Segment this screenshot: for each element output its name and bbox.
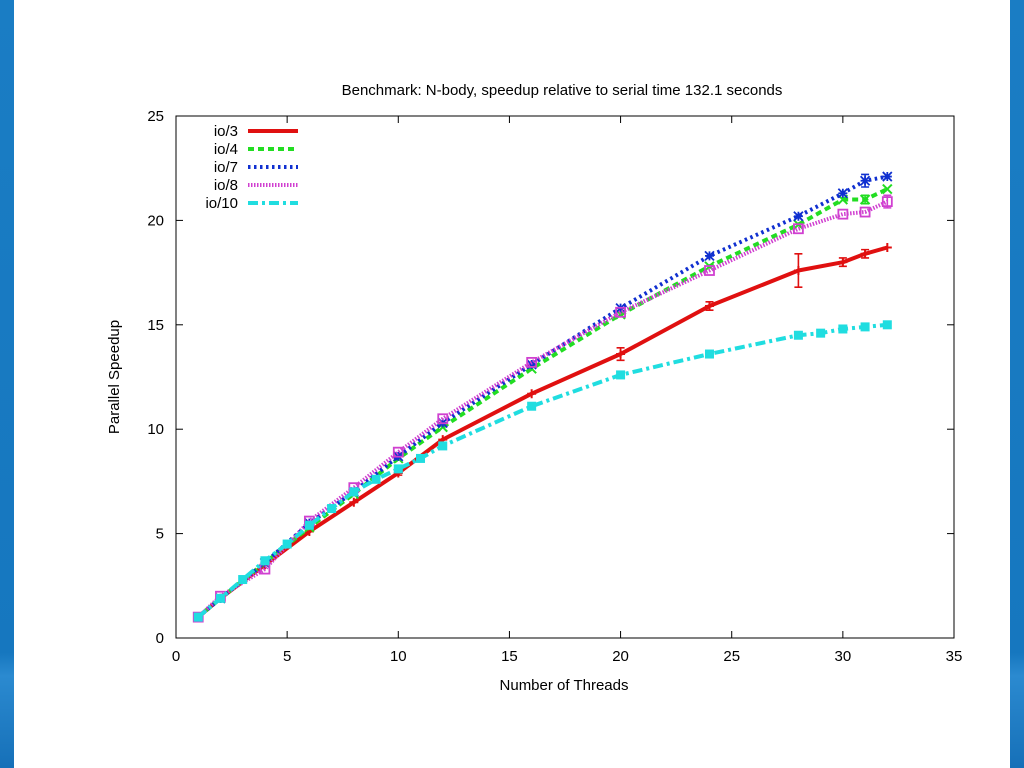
plot-frame: [175, 115, 955, 639]
y-tick-label: 20: [147, 212, 164, 229]
x-tick-label: 0: [172, 648, 180, 665]
legend-label: io/8: [214, 177, 238, 194]
data-point: [793, 266, 803, 276]
series-line: [196, 199, 889, 619]
legend-label: io/4: [214, 141, 238, 158]
series-line: [196, 322, 888, 619]
y-tick-label: 5: [156, 526, 164, 543]
data-point: [327, 504, 337, 514]
data-point: [416, 453, 426, 463]
legend-label: io/3: [214, 123, 238, 140]
data-point: [838, 257, 848, 267]
series-io-10: [193, 320, 892, 622]
left-frame-band: [0, 0, 14, 768]
data-point: [860, 322, 870, 332]
data-point: [859, 175, 871, 186]
data-point: [882, 183, 893, 195]
data-point: [882, 243, 892, 253]
data-point: [349, 487, 359, 497]
data-point: [527, 401, 537, 411]
y-tick-label: 25: [147, 108, 164, 125]
data-point: [704, 301, 714, 311]
data-point: [816, 328, 826, 338]
data-point: [392, 446, 404, 458]
x-tick-label: 20: [612, 648, 629, 665]
x-tick-label: 25: [723, 648, 740, 665]
data-point: [526, 356, 538, 368]
data-point: [260, 556, 270, 566]
data-point: [793, 223, 804, 235]
series-layer: [192, 171, 893, 623]
data-point: [238, 575, 248, 585]
y-tick-label: 0: [156, 630, 164, 647]
data-point: [527, 389, 537, 399]
right-frame-band: [1010, 0, 1024, 768]
data-point: [859, 206, 871, 218]
data-point: [616, 349, 626, 359]
axis-ticks: 0 5 10 15 20 25 30 35 0 5 10 15 20 25: [147, 108, 962, 665]
data-point: [437, 413, 449, 425]
data-point: [881, 196, 893, 208]
series-line: [196, 174, 888, 619]
x-tick-label: 15: [501, 648, 518, 665]
chart-title: Benchmark: N-body, speedup relative to s…: [342, 82, 783, 99]
data-point: [193, 612, 203, 622]
data-point: [349, 497, 359, 507]
x-tick-label: 30: [835, 648, 852, 665]
legend-label: io/10: [205, 195, 238, 212]
series-line: [196, 187, 889, 619]
legend: io/3io/4io/7io/8io/10: [205, 123, 298, 212]
data-point: [704, 250, 715, 262]
x-axis-label: Number of Threads: [500, 677, 629, 694]
data-point: [282, 539, 292, 549]
data-point: [393, 464, 403, 474]
series-io-7: [193, 171, 893, 623]
series-io-3: [193, 243, 892, 622]
legend-label: io/7: [214, 159, 238, 176]
data-point: [882, 171, 893, 182]
series-line: [196, 245, 888, 619]
x-tick-label: 10: [390, 648, 407, 665]
series-io-8: [192, 194, 893, 623]
data-point: [304, 520, 314, 530]
y-axis-label: Parallel Speedup: [106, 320, 123, 434]
data-point: [837, 188, 848, 199]
data-point: [837, 208, 849, 220]
data-point: [793, 211, 804, 222]
data-point: [616, 370, 626, 380]
y-tick-label: 15: [147, 317, 164, 334]
data-point: [859, 194, 871, 205]
data-point: [704, 349, 714, 359]
data-point: [438, 441, 448, 451]
data-point: [793, 330, 803, 340]
data-point: [371, 474, 381, 484]
data-point: [882, 320, 892, 330]
data-point: [838, 324, 848, 334]
data-point: [704, 265, 715, 276]
data-point: [215, 593, 225, 603]
x-tick-label: 5: [283, 648, 291, 665]
y-tick-label: 10: [147, 421, 164, 438]
x-tick-label: 35: [946, 648, 963, 665]
data-point: [860, 249, 870, 259]
data-point: [615, 306, 626, 318]
